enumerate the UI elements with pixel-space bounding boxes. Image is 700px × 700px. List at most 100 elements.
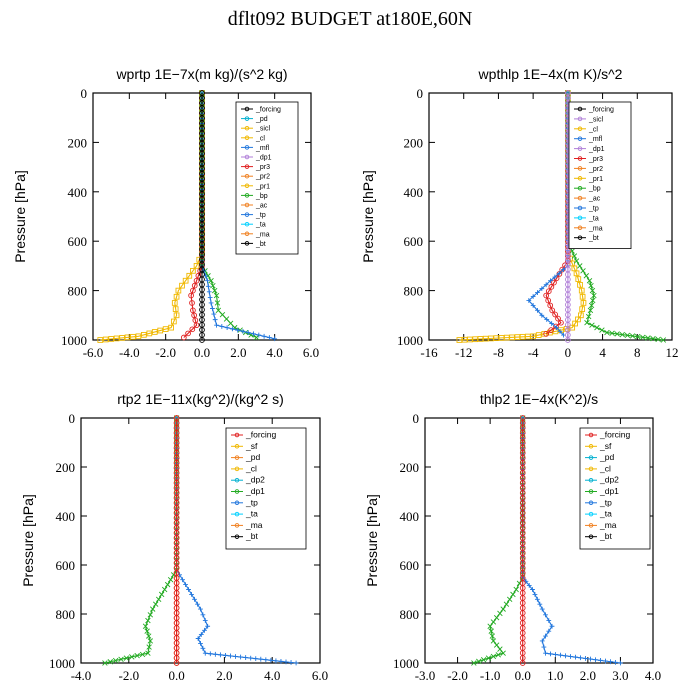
data-point <box>129 654 135 660</box>
data-point <box>200 645 206 651</box>
data-point <box>283 659 289 665</box>
legend-label: _pr2 <box>588 166 603 173</box>
legend-label: _dp1 <box>245 486 265 496</box>
data-point <box>202 618 208 623</box>
data-point <box>135 333 142 340</box>
legend-marker <box>234 432 240 438</box>
legend-item: _tp <box>585 497 612 507</box>
x-tick-label: -4 <box>528 345 539 360</box>
legend-label: _bt <box>599 531 612 541</box>
data-point <box>211 287 218 294</box>
data-point <box>608 659 613 665</box>
data-point <box>569 324 576 331</box>
legend-marker <box>588 455 594 460</box>
data-point <box>210 306 215 311</box>
data-point <box>535 290 540 295</box>
data-point <box>543 330 550 337</box>
data-point <box>195 272 202 279</box>
data-point <box>577 263 583 269</box>
legend-marker <box>234 477 240 483</box>
legend-item: _ac <box>241 203 268 210</box>
legend-marker <box>244 183 250 189</box>
y-axis-label: Pressure [hPa] <box>364 494 380 587</box>
x-tick-label: 3.0 <box>612 668 628 683</box>
data-point <box>240 328 246 334</box>
legend-label: _bp <box>255 193 268 200</box>
data-point <box>205 278 210 284</box>
legend-item: _ma <box>231 520 263 530</box>
data-point <box>149 606 156 612</box>
data-point <box>123 655 130 661</box>
legend-item: _dp2 <box>585 475 619 485</box>
data-point <box>498 335 505 341</box>
y-tick-label: 400 <box>404 185 424 200</box>
legend-item: _ta <box>585 509 612 519</box>
data-point <box>195 636 201 641</box>
chart-panel-4: thlp2 1E−4x(K^2)/s -3.0 -2.0 -1.0 0.0 1.0 2.0 3… <box>364 391 661 683</box>
legend-marker <box>244 241 250 246</box>
legend: _forcing_sf_pd_cl _dp2_dp1_tp _ta_ma_bt <box>579 427 651 550</box>
legend-item: _tp <box>231 497 258 507</box>
x-tick-label: -12 <box>455 345 472 360</box>
data-point <box>202 650 208 656</box>
data-point <box>482 335 489 342</box>
y-tick-label: 400 <box>56 509 76 524</box>
x-tick-label: 2.0 <box>216 668 232 683</box>
data-point <box>589 287 596 294</box>
x-tick-label: 2.0 <box>580 668 596 683</box>
legend-item: _tp <box>241 212 266 219</box>
data-point <box>552 311 558 318</box>
legend-marker <box>577 195 583 201</box>
x-tick-label: 8 <box>634 345 641 360</box>
data-point <box>613 659 618 665</box>
legend-label: _bt <box>245 531 258 541</box>
data-point <box>555 315 561 322</box>
chart-title: wpthlp 1E−4x(m K)/s^2 <box>478 66 623 82</box>
legend-label: _tp <box>599 497 612 507</box>
y-tick-label: 800 <box>68 284 88 299</box>
data-point <box>124 334 131 341</box>
chart-title: rtp2 1E−11x(kg^2)/(kg^2 s) <box>117 391 284 407</box>
legend-marker <box>577 106 583 112</box>
data-point <box>218 652 223 658</box>
legend-label: _pr3 <box>255 164 270 171</box>
data-point <box>513 586 519 593</box>
data-point <box>604 329 610 336</box>
legend-item: _ma <box>574 225 603 232</box>
legend-label: _bt <box>255 241 266 248</box>
legend-item: _pr1 <box>574 176 603 183</box>
data-point <box>195 601 200 607</box>
data-point <box>549 307 556 314</box>
data-point <box>200 612 206 618</box>
legend-item: _pr1 <box>241 183 270 190</box>
legend-label: _ma <box>245 520 263 530</box>
data-point <box>588 282 594 289</box>
data-point <box>525 333 531 340</box>
data-point <box>506 596 513 603</box>
legend-label: _dp1 <box>255 155 272 162</box>
data-point <box>487 623 493 629</box>
legend-label: _bt <box>588 235 599 242</box>
data-point <box>212 651 218 657</box>
series-pr1 <box>97 90 205 343</box>
data-point <box>541 644 547 650</box>
legend-label: _ma <box>255 231 270 238</box>
legend-marker <box>244 202 250 208</box>
data-point <box>514 334 521 340</box>
data-point <box>113 335 120 342</box>
legend-item: _mfl <box>574 136 603 143</box>
y-tick-label: 600 <box>68 234 88 249</box>
data-point <box>539 286 545 292</box>
data-point <box>558 652 563 658</box>
data-point <box>578 655 583 661</box>
legend-marker <box>577 176 583 181</box>
data-point <box>215 307 222 314</box>
data-point <box>586 278 593 284</box>
data-point <box>210 282 216 289</box>
data-point <box>207 651 213 657</box>
data-point <box>471 660 477 666</box>
legend-item: _dp1 <box>574 146 605 153</box>
data-point <box>185 330 191 337</box>
legend-marker <box>577 136 583 141</box>
